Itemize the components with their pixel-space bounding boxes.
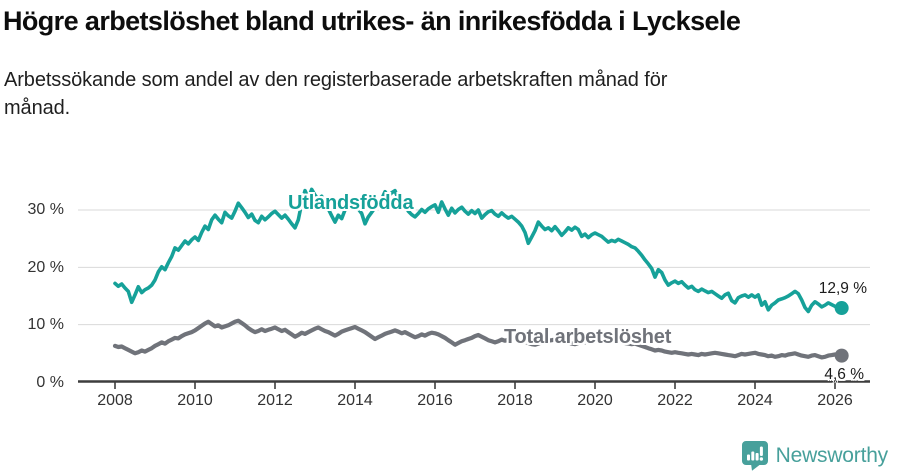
x-axis-label-2012: 2012: [257, 392, 293, 409]
y-axis-label-30: 30 %: [27, 201, 64, 218]
end-value-label-utlandsfodda: 12,9 %: [818, 280, 867, 297]
chart-subtitle-line1: Arbetssökande som andel av den registerb…: [4, 69, 668, 91]
chart-subtitle-line2: månad.: [4, 97, 71, 119]
end-value-label-total: 4,6 %: [824, 366, 864, 383]
x-axis-label-2014: 2014: [337, 392, 373, 409]
chart-title: Högre arbetslöshet bland utrikes- än inr…: [3, 6, 741, 36]
x-axis-label-2024: 2024: [737, 392, 773, 409]
series-line-total: [112, 318, 844, 360]
y-axis-label-0: 0 %: [36, 374, 64, 391]
brand-name: Newsworthy: [775, 444, 889, 467]
x-axis-label-2008: 2008: [97, 392, 133, 409]
series-label-utlandsfodda: Utlandsfödda: [288, 192, 414, 214]
series-label-total-arbetsloshet: Total arbetslöshet: [504, 326, 672, 348]
x-axis-label-2016: 2016: [417, 392, 453, 409]
brand-footer: Newsworthy: [741, 441, 889, 471]
x-axis-label-2018: 2018: [497, 392, 533, 409]
newsworthy-logo-icon: [741, 441, 768, 471]
x-axis-label-2026: 2026: [817, 392, 853, 409]
x-axis-label-2010: 2010: [177, 392, 213, 409]
y-axis-label-10: 10 %: [27, 316, 64, 333]
series-end-dot-total: [834, 348, 849, 363]
x-axis-label-2022: 2022: [657, 392, 693, 409]
series-end-dot-utlandsfodda: [834, 301, 849, 316]
series-line-utlandsfodda: [113, 187, 844, 314]
x-axis-label-2020: 2020: [577, 392, 613, 409]
y-axis-label-20: 20 %: [27, 259, 64, 276]
